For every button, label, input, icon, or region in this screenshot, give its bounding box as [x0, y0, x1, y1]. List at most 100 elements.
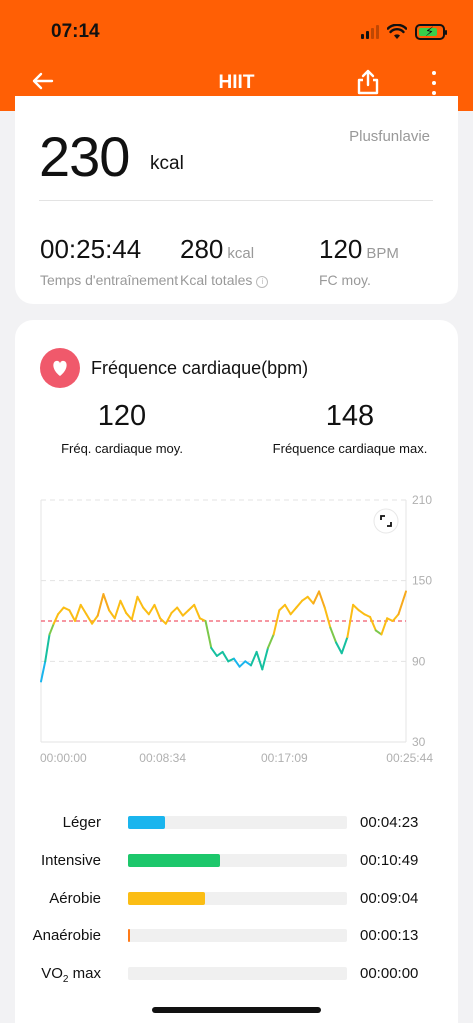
zone-bar-track: [128, 816, 347, 829]
zone-label: Intensive: [40, 852, 101, 869]
expand-chart-button[interactable]: [373, 508, 399, 534]
zone-label: Léger: [62, 814, 101, 831]
heart-rate-line-segment: [210, 646, 218, 657]
heart-rate-line-segment: [108, 609, 116, 620]
heart-rate-line-segment: [386, 617, 394, 622]
brand-label: Plusfunlavie: [349, 128, 430, 145]
heart-rate-line-segment: [96, 593, 105, 617]
share-icon[interactable]: [355, 68, 381, 96]
heart-rate-line-segment: [295, 599, 304, 609]
heart-rate-line-segment: [312, 590, 321, 605]
heart-rate-line-segment: [215, 650, 224, 657]
heart-rate-line-segment: [142, 606, 150, 616]
heart-rate-line-segment: [306, 595, 315, 605]
info-icon[interactable]: i: [256, 276, 269, 288]
heart-rate-line-segment: [136, 595, 145, 609]
zone-bar-fill: [128, 929, 131, 942]
heart-rate-line-segment: [397, 590, 407, 616]
zone-bar-fill: [128, 854, 220, 867]
calories-unit: kcal: [150, 153, 184, 174]
expand-icon: [380, 515, 392, 527]
wifi-icon: [387, 24, 407, 39]
heart-rate-line-segment: [119, 599, 128, 614]
heart-rate-line-segment: [323, 606, 332, 629]
y-tick-label: 90: [412, 654, 426, 668]
heart-rate-line-segment: [48, 622, 55, 636]
heart-rate-line-segment: [204, 620, 213, 649]
zone-label: Aérobie: [49, 890, 101, 907]
zone-bar-track: [128, 854, 347, 867]
zone-time: 00:00:13: [360, 927, 419, 944]
total-kcal-label: Kcal totales i: [180, 272, 269, 288]
y-tick-label: 30: [412, 735, 426, 749]
heart-rate-line-segment: [352, 603, 360, 612]
heart-rate-line-segment: [113, 599, 122, 620]
heart-icon: [40, 348, 80, 388]
summary-card: 230 kcal Plusfunlavie 00:25:44 Temps d'e…: [15, 96, 458, 304]
heart-rate-line-segment: [232, 657, 241, 668]
heart-rate-line-segment: [301, 595, 309, 602]
heart-rate-line-segment: [40, 660, 47, 683]
y-tick-label: 150: [412, 574, 432, 588]
page-title: HIIT: [218, 72, 255, 93]
x-tick-label: 00:25:44: [386, 751, 433, 765]
heart-rate-line-segment: [153, 603, 162, 620]
zone-bar-fill: [128, 816, 166, 829]
heart-rate-line-segment: [187, 603, 196, 612]
y-tick-label: 210: [412, 493, 432, 507]
total-kcal-value: 280 kcal: [180, 234, 255, 264]
heart-rate-line-segment: [102, 593, 111, 612]
heart-rate-line-segment: [91, 614, 99, 625]
heart-rate-line-segment: [164, 611, 173, 625]
heart-rate-line-segment: [335, 641, 343, 655]
heart-rate-line-segment: [227, 657, 235, 663]
heart-rate-line-segment: [44, 633, 51, 663]
avg-hr-label: FC moy.: [319, 272, 371, 288]
heart-rate-title: Fréquence cardiaque(bpm): [91, 358, 309, 378]
status-time: 07:14: [51, 21, 100, 42]
heart-rate-line-segment: [57, 606, 65, 616]
battery-icon: ⚡: [415, 24, 447, 40]
heart-rate-line-segment: [198, 617, 207, 622]
zone-label: Anaérobie: [32, 927, 101, 944]
heart-rate-line-segment: [52, 613, 60, 625]
heart-rate-line-segment: [340, 636, 349, 655]
heart-rate-line-segment: [68, 609, 77, 622]
zone-bar-track: [128, 892, 347, 905]
heart-rate-chart: 210 150 90 30 00:00:00 00:08:34 00:17:09 00:25:…: [40, 493, 433, 765]
heart-rate-line-segment: [363, 613, 372, 618]
heart-rate-line-segment: [79, 603, 88, 616]
zone-time: 00:00:00: [360, 965, 419, 982]
avg-hr-big-value: 120: [97, 400, 147, 432]
heart-rate-line-segment: [380, 617, 389, 636]
heart-rate-line-segment: [369, 615, 377, 632]
heart-rate-line-segment: [346, 603, 355, 639]
heart-rate-line-segment: [221, 650, 230, 663]
max-hr-caption: Fréquence cardiaque max.: [272, 441, 428, 456]
heart-rate-line-segment: [266, 633, 275, 649]
heart-rate-line-segment: [125, 611, 133, 621]
calories-value: 230: [39, 125, 130, 188]
x-tick-label: 00:00:00: [40, 751, 87, 765]
duration-value: 00:25:44: [40, 234, 142, 264]
heart-rate-line-segment: [289, 606, 298, 616]
max-hr-big-value: 148: [325, 400, 375, 432]
heart-rate-line-segment: [130, 595, 139, 621]
avg-hr-caption: Fréq. cardiaque moy.: [61, 441, 183, 456]
cellular-signal-icon: [361, 25, 379, 39]
heart-rate-line-segment: [329, 626, 338, 644]
heart-rate-line-segment: [193, 603, 201, 620]
zone-time: 00:09:04: [360, 890, 419, 907]
more-vertical-icon[interactable]: [429, 71, 439, 95]
heart-rate-line-segment: [85, 613, 94, 625]
heart-rate-line-segment: [74, 603, 82, 622]
zone-bar-track: [128, 929, 347, 942]
heart-rate-line-segment: [238, 660, 247, 668]
heart-rate-line-segment: [244, 660, 252, 667]
avg-hr-value: 120 BPM: [319, 234, 399, 264]
heart-rate-line-segment: [278, 603, 286, 612]
app-header: 07:14 ⚡ HIIT: [0, 0, 473, 111]
back-arrow-icon[interactable]: [28, 66, 58, 96]
zone-bar-track: [128, 967, 347, 980]
heart-rate-line-segment: [181, 609, 190, 617]
